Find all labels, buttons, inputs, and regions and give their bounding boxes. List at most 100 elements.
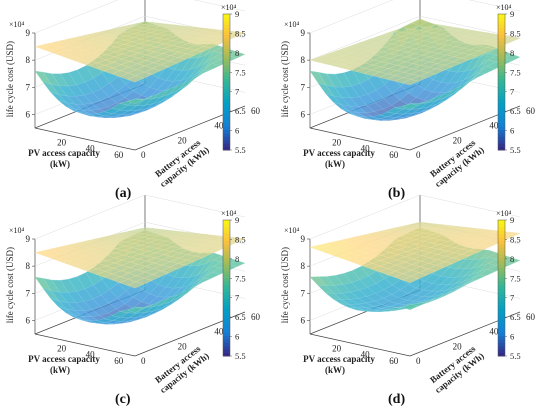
colorbar-segment xyxy=(498,250,505,255)
colorbar-segment xyxy=(498,122,505,127)
colorbar-segment xyxy=(498,345,505,350)
colorbar-segment xyxy=(223,119,230,124)
colorbar-segment xyxy=(223,82,230,86)
colorbar-tick-label: 8 xyxy=(510,48,514,58)
colorbar: 5.5 6 6.5 7 7.5 8 8.5 9×10⁴ xyxy=(221,209,246,361)
x-axis-label: PV access capacity (kW) xyxy=(303,354,375,375)
colorbar-segment xyxy=(498,78,505,83)
colorbar-tick-label: 8.5 xyxy=(510,28,521,38)
colorbar-tick-label: 7.5 xyxy=(510,273,521,283)
x-axis-label-line: (kW) xyxy=(50,365,70,375)
colorbar-tick-label: 7 xyxy=(510,87,514,97)
colorbar-segment xyxy=(223,332,230,337)
colorbar-segment xyxy=(223,105,230,110)
colorbar-segment xyxy=(223,311,230,316)
colorbar-segment xyxy=(223,65,230,69)
surfaces xyxy=(309,221,521,312)
x-tick-label: 40 xyxy=(361,350,371,360)
colorbar-tick-label: 6.5 xyxy=(510,106,521,116)
x-tick-label: 60 xyxy=(114,356,124,366)
colorbar-segment xyxy=(223,34,230,39)
colorbar-segment xyxy=(498,233,505,238)
colorbar-tick-label: 8 xyxy=(235,254,239,264)
x-tick-label: 40 xyxy=(86,144,96,154)
colorbar-segment xyxy=(223,14,230,18)
colorbar-segment xyxy=(498,143,505,148)
colorbar-border xyxy=(497,13,506,151)
colorbar-segment xyxy=(498,349,505,354)
colorbar-segment xyxy=(498,105,505,110)
y-tick-label: 0 xyxy=(416,150,421,160)
colorbar-segment xyxy=(498,318,505,323)
colorbar-segment xyxy=(223,233,230,238)
colorbar-segment xyxy=(498,54,505,59)
gridline xyxy=(468,0,521,12)
colorbar-segment xyxy=(223,223,230,228)
x-axis-label: PV access capacity (kW) xyxy=(28,354,100,375)
colorbar-segment xyxy=(498,61,505,66)
z-exponent: ×10⁴ xyxy=(9,226,25,235)
y-tick-label: 40 xyxy=(214,327,224,337)
colorbar-segment xyxy=(498,305,505,309)
colorbar-segment xyxy=(223,20,230,25)
colorbar-segment xyxy=(498,294,505,299)
x-tick-label: 40 xyxy=(361,144,371,154)
colorbar-segment xyxy=(223,122,230,127)
colorbar-segment xyxy=(223,61,230,66)
y-tick-label: 60 xyxy=(251,106,261,116)
colorbar-segment xyxy=(498,339,505,343)
colorbar-segment xyxy=(223,68,230,73)
colorbar-tick-label: 5.5 xyxy=(235,145,246,155)
colorbar-segment xyxy=(498,27,505,32)
x-axis-label-line: (kW) xyxy=(50,159,70,169)
y-tick-label: 40 xyxy=(489,327,499,337)
gridline xyxy=(193,0,246,12)
colorbar-segment xyxy=(223,322,230,326)
colorbar-border xyxy=(222,219,231,357)
x-axis-label-line: PV access capacity xyxy=(28,354,100,364)
gridline xyxy=(419,194,521,218)
z-tick-label: 6 xyxy=(301,315,306,325)
colorbar-segment xyxy=(498,75,505,80)
colorbar-segment xyxy=(498,17,505,22)
colorbar-segment xyxy=(498,288,505,292)
colorbar-segment xyxy=(498,129,505,134)
colorbar-tick-label: 7.5 xyxy=(510,67,521,77)
surfaces xyxy=(34,227,246,325)
colorbar-segment xyxy=(498,264,505,269)
colorbar-tick-label: 7 xyxy=(235,293,239,303)
colorbar-segment xyxy=(498,274,505,279)
colorbar-segment xyxy=(223,243,230,248)
colorbar-segment xyxy=(498,146,505,151)
gridline xyxy=(309,15,421,61)
z-tick-label: 8 xyxy=(301,261,306,271)
colorbar-tick-label: 8 xyxy=(235,48,239,58)
x-tick-label: 60 xyxy=(389,150,399,160)
colorbar-segment xyxy=(223,264,230,269)
colorbar-segment xyxy=(223,339,230,343)
y-tick-label: 60 xyxy=(526,106,536,116)
colorbar-segment xyxy=(498,277,505,282)
plane-surface-cell xyxy=(401,79,419,86)
colorbar-segment xyxy=(223,281,230,286)
colorbar-segment xyxy=(223,298,230,303)
colorbar-segment xyxy=(498,284,505,289)
y-tick-label: 0 xyxy=(416,356,421,366)
gridline xyxy=(144,194,246,218)
y-tick-label: 40 xyxy=(489,121,499,131)
colorbar-segment xyxy=(223,95,230,100)
colorbar-segment xyxy=(498,109,505,114)
colorbar-tick-label: 6.5 xyxy=(510,312,521,322)
colorbar-tick-label: 5.5 xyxy=(510,351,521,361)
x-axis-label-line: PV access capacity xyxy=(303,148,375,158)
colorbar-segment xyxy=(223,342,230,347)
surfaces xyxy=(34,21,246,118)
colorbar-tick-label: 5.5 xyxy=(510,145,521,155)
colorbar-segment xyxy=(223,85,230,90)
colorbar-segment xyxy=(498,247,505,252)
colorbar-segment xyxy=(223,116,230,120)
colorbar-segment xyxy=(223,139,230,144)
z-tick-label: 9 xyxy=(301,234,306,244)
colorbar-segment xyxy=(223,250,230,255)
